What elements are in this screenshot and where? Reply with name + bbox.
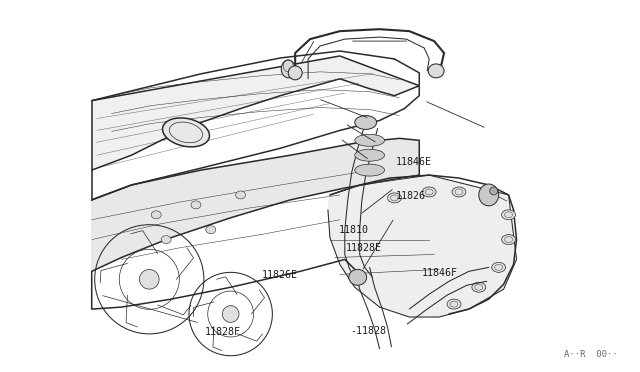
Ellipse shape [492,262,506,272]
Text: 11846F: 11846F [422,268,458,278]
Text: -11828: -11828 [351,326,387,336]
Ellipse shape [191,201,201,209]
Ellipse shape [355,164,385,176]
Ellipse shape [355,116,376,129]
Text: A··R  00··: A··R 00·· [564,350,618,359]
Circle shape [140,269,159,289]
Ellipse shape [502,210,516,220]
Polygon shape [92,138,419,271]
Ellipse shape [161,235,171,244]
Ellipse shape [349,269,367,285]
Ellipse shape [282,60,295,78]
Ellipse shape [387,193,401,203]
Ellipse shape [151,211,161,219]
Ellipse shape [490,187,498,195]
Text: 11810: 11810 [339,225,369,235]
Ellipse shape [163,118,209,147]
Ellipse shape [479,184,499,206]
Text: 11828F: 11828F [204,327,241,337]
Text: 11826E: 11826E [262,270,298,280]
Ellipse shape [452,187,466,197]
Ellipse shape [447,299,461,309]
Text: 11826: 11826 [396,191,426,201]
Ellipse shape [422,187,436,197]
Ellipse shape [236,191,246,199]
Text: 11828E: 11828E [346,243,381,253]
Text: 11846E: 11846E [396,157,432,167]
Polygon shape [328,175,516,317]
Ellipse shape [482,193,495,203]
Ellipse shape [472,282,486,292]
Circle shape [222,306,239,323]
Ellipse shape [355,149,385,161]
Ellipse shape [206,226,216,234]
Ellipse shape [355,134,385,146]
Ellipse shape [428,64,444,78]
Ellipse shape [502,235,516,244]
Ellipse shape [288,66,302,80]
Polygon shape [92,56,419,170]
